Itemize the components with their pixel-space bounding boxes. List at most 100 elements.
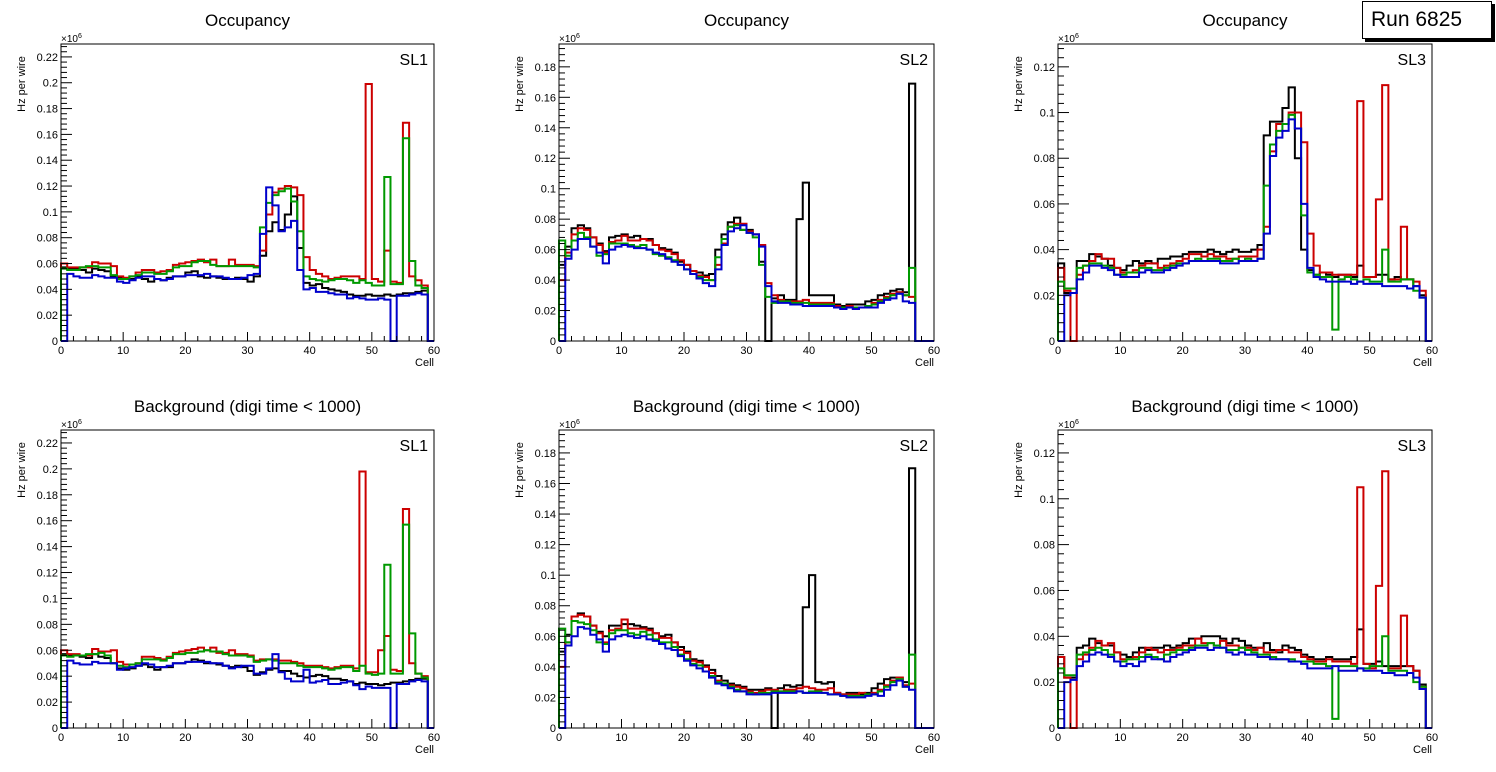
y-tick-label: 0.06 bbox=[535, 245, 556, 257]
y-tick-label: 0.06 bbox=[37, 259, 58, 271]
y-multiplier-label: ×106 bbox=[1058, 33, 1079, 45]
x-tick-label: 50 bbox=[1364, 345, 1376, 357]
x-tick-label: 0 bbox=[556, 345, 562, 357]
y-tick-label: 0.1 bbox=[1040, 108, 1055, 120]
x-tick-label: 50 bbox=[366, 345, 378, 357]
x-tick-label: 30 bbox=[1239, 732, 1251, 744]
y-tick-label: 0 bbox=[1049, 336, 1055, 348]
x-tick-label: 30 bbox=[740, 345, 752, 357]
x-tick-label: 10 bbox=[117, 732, 129, 744]
y-tick-label: 0.12 bbox=[1034, 448, 1055, 460]
x-tick-label: 0 bbox=[1055, 345, 1061, 357]
y-tick-label: 0.02 bbox=[535, 306, 556, 318]
y-tick-label: 0.1 bbox=[541, 184, 556, 196]
histogram-panel: Occupancy 0 10 20 30 40 50 60 0 0.02 0.04 0.06 0.08 0… bbox=[1013, 11, 1438, 369]
histogram-panel: Occupancy 0 10 20 30 40 50 60 0 0.02 0.04 0.06 0.08 0… bbox=[16, 11, 440, 369]
x-tick-label: 30 bbox=[241, 732, 253, 744]
y-tick-label: 0.2 bbox=[43, 464, 58, 476]
y-tick-label: 0.04 bbox=[37, 671, 58, 683]
superlayer-label: SL2 bbox=[900, 52, 929, 69]
panel-title: Occupancy bbox=[205, 11, 291, 30]
x-axis-label: Cell bbox=[1413, 357, 1432, 369]
series-blue bbox=[1058, 646, 1432, 729]
y-tick-label: 0.18 bbox=[535, 448, 556, 460]
superlayer-label: SL3 bbox=[1398, 438, 1427, 455]
run-label-box: Run 6825 bbox=[1362, 1, 1492, 39]
series-red bbox=[558, 222, 934, 342]
y-tick-label: 0.12 bbox=[37, 568, 58, 580]
y-tick-label: 0.14 bbox=[37, 155, 58, 167]
x-tick-label: 40 bbox=[1301, 732, 1313, 744]
y-tick-label: 0.22 bbox=[37, 52, 58, 64]
x-tick-label: 30 bbox=[1239, 345, 1251, 357]
x-tick-label: 50 bbox=[865, 732, 877, 744]
y-tick-label: 0 bbox=[550, 723, 556, 735]
x-tick-label: 0 bbox=[1055, 732, 1061, 744]
x-tick-label: 20 bbox=[179, 345, 191, 357]
y-tick-label: 0.02 bbox=[1034, 290, 1055, 302]
x-axis-label: Cell bbox=[915, 357, 934, 369]
y-tick-label: 0.18 bbox=[37, 104, 58, 116]
y-axis-label: Hz per wire bbox=[514, 56, 526, 112]
x-tick-label: 60 bbox=[1426, 345, 1438, 357]
y-tick-label: 0.22 bbox=[37, 438, 58, 450]
y-tick-label: 0.04 bbox=[1034, 245, 1055, 257]
y-tick-label: 0.2 bbox=[43, 78, 58, 90]
histogram-panel: Background (digi time < 1000) 0 10 20 30 40 50… bbox=[16, 397, 440, 756]
x-tick-label: 10 bbox=[1114, 732, 1126, 744]
x-tick-label: 60 bbox=[428, 345, 440, 357]
x-tick-label: 20 bbox=[678, 345, 690, 357]
y-tick-label: 0.02 bbox=[1034, 677, 1055, 689]
x-tick-label: 20 bbox=[1177, 732, 1189, 744]
y-tick-label: 0.12 bbox=[535, 540, 556, 552]
y-axis-label: Hz per wire bbox=[514, 442, 526, 498]
y-tick-label: 0.06 bbox=[1034, 199, 1055, 211]
series-green bbox=[558, 224, 934, 342]
y-tick-label: 0.16 bbox=[535, 92, 556, 104]
y-tick-label: 0.1 bbox=[43, 207, 58, 219]
y-tick-label: 0.1 bbox=[1040, 494, 1055, 506]
y-tick-label: 0.02 bbox=[37, 697, 58, 709]
x-tick-label: 40 bbox=[1301, 345, 1313, 357]
y-multiplier-label: ×106 bbox=[559, 33, 580, 45]
series-green bbox=[60, 137, 434, 342]
y-tick-label: 0.14 bbox=[535, 509, 556, 521]
y-tick-label: 0.08 bbox=[535, 214, 556, 226]
series-blue bbox=[559, 224, 934, 342]
y-tick-label: 0.16 bbox=[37, 129, 58, 141]
x-tick-label: 10 bbox=[615, 732, 627, 744]
y-tick-label: 0.16 bbox=[535, 478, 556, 490]
y-multiplier-label: ×106 bbox=[1058, 419, 1079, 431]
superlayer-label: SL1 bbox=[400, 52, 429, 69]
panel-title: Occupancy bbox=[1202, 11, 1288, 30]
y-multiplier-exponent: 6 bbox=[576, 419, 580, 426]
x-tick-label: 10 bbox=[117, 345, 129, 357]
series-red bbox=[1057, 84, 1432, 342]
y-multiplier-label: ×106 bbox=[61, 33, 82, 45]
y-axis-label: Hz per wire bbox=[1013, 442, 1025, 498]
series-black bbox=[558, 82, 934, 342]
y-tick-label: 0.06 bbox=[37, 645, 58, 657]
panel-title: Background (digi time < 1000) bbox=[1131, 397, 1358, 416]
series-red bbox=[60, 470, 434, 729]
superlayer-label: SL2 bbox=[900, 438, 929, 455]
plot-frame bbox=[1057, 429, 1433, 729]
x-tick-label: 50 bbox=[1364, 732, 1376, 744]
y-tick-label: 0.18 bbox=[535, 62, 556, 74]
x-tick-label: 30 bbox=[241, 345, 253, 357]
y-tick-label: 0.08 bbox=[37, 233, 58, 245]
y-tick-label: 0.16 bbox=[37, 516, 58, 528]
y-tick-label: 0.02 bbox=[37, 310, 58, 322]
superlayer-label: SL1 bbox=[400, 438, 429, 455]
y-tick-label: 0.08 bbox=[1034, 153, 1055, 165]
y-tick-label: 0.08 bbox=[37, 619, 58, 631]
x-tick-label: 40 bbox=[304, 732, 316, 744]
x-axis-label: Cell bbox=[1413, 744, 1432, 756]
x-axis-label: Cell bbox=[915, 744, 934, 756]
y-tick-label: 0 bbox=[52, 336, 58, 348]
x-tick-label: 10 bbox=[1114, 345, 1126, 357]
y-tick-label: 0.02 bbox=[535, 692, 556, 704]
y-axis-label: Hz per wire bbox=[1013, 56, 1025, 112]
x-tick-label: 60 bbox=[928, 345, 940, 357]
series-blue bbox=[1058, 118, 1432, 342]
